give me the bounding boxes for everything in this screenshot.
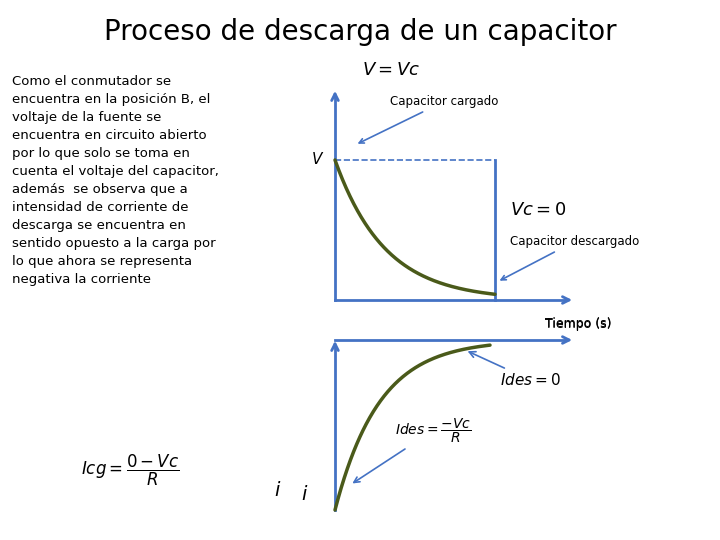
Text: Tiempo (s): Tiempo (s) — [545, 317, 611, 330]
Text: Proceso de descarga de un capacitor: Proceso de descarga de un capacitor — [104, 18, 616, 46]
Text: $i$: $i$ — [274, 481, 282, 500]
Text: Como el conmutador se
encuentra en la posición B, el
voltaje de la fuente se
enc: Como el conmutador se encuentra en la po… — [12, 75, 219, 286]
Text: $Vc = 0$: $Vc = 0$ — [510, 201, 567, 219]
Text: $Icg = \dfrac{0 - Vc}{R}$: $Icg = \dfrac{0 - Vc}{R}$ — [81, 453, 179, 488]
Text: $Ides = \dfrac{-Vc}{R}$: $Ides = \dfrac{-Vc}{R}$ — [354, 416, 472, 482]
Text: Tiempo (s): Tiempo (s) — [545, 318, 611, 331]
Text: Capacitor cargado: Capacitor cargado — [359, 95, 498, 143]
Text: Capacitor descargado: Capacitor descargado — [501, 235, 639, 280]
Text: $Ides = 0$: $Ides = 0$ — [469, 352, 561, 388]
Text: $i$: $i$ — [302, 485, 309, 504]
Text: $V = Vc$: $V = Vc$ — [362, 61, 420, 79]
Text: V: V — [312, 152, 322, 167]
